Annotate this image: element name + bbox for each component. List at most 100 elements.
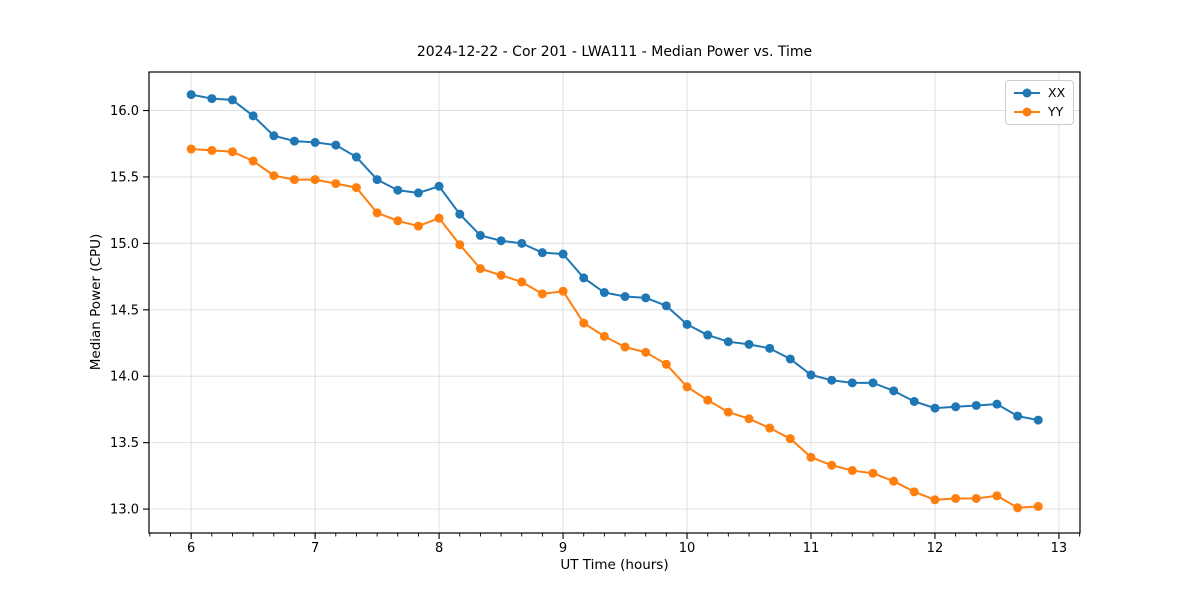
y-tick-label: 14.5: [110, 303, 139, 318]
data-point-yy: [641, 347, 651, 357]
data-point-yy: [971, 493, 981, 503]
y-tick-label: 13.5: [110, 436, 139, 451]
data-point-xx: [517, 238, 527, 248]
x-tick-label: 10: [679, 541, 696, 556]
data-point-xx: [785, 354, 795, 364]
data-point-yy: [496, 270, 506, 280]
data-point-xx: [475, 230, 485, 240]
data-point-xx: [372, 175, 382, 185]
x-tick-label: 9: [559, 541, 567, 556]
data-point-yy: [951, 493, 961, 503]
legend-label-yy: YY: [1048, 104, 1064, 119]
data-point-yy: [455, 240, 465, 250]
data-point-yy: [289, 175, 299, 185]
data-point-xx: [930, 403, 940, 413]
data-point-xx: [951, 402, 961, 412]
data-point-xx: [744, 339, 754, 349]
legend-item-xx: XX: [1013, 85, 1067, 101]
x-tick-label: 12: [927, 541, 944, 556]
legend-item-yy: YY: [1013, 104, 1067, 120]
data-point-xx: [889, 386, 899, 396]
data-point-xx: [827, 375, 837, 385]
data-point-xx: [723, 337, 733, 347]
data-point-yy: [1013, 503, 1023, 513]
data-point-xx: [599, 288, 609, 298]
data-point-yy: [475, 264, 485, 274]
data-point-xx: [682, 319, 692, 329]
data-point-xx: [806, 370, 816, 380]
x-tick-label: 11: [803, 541, 820, 556]
data-point-xx: [703, 330, 713, 340]
y-axis-label: Median Power (CPU): [88, 233, 104, 371]
y-tick-label: 13.0: [110, 503, 139, 518]
data-point-yy: [351, 183, 361, 193]
data-point-xx: [269, 131, 279, 141]
data-point-yy: [558, 286, 568, 296]
legend-line-marker-icon: [1014, 107, 1040, 117]
data-point-yy: [889, 476, 899, 486]
data-point-yy: [827, 460, 837, 470]
data-point-xx: [765, 343, 775, 353]
data-point-xx: [661, 301, 671, 311]
data-point-yy: [393, 216, 403, 226]
data-point-xx: [868, 378, 878, 388]
data-point-xx: [620, 292, 630, 302]
data-point-yy: [269, 171, 279, 181]
data-point-xx: [289, 136, 299, 146]
data-point-xx: [186, 90, 196, 100]
data-point-xx: [207, 94, 217, 104]
legend-box: XX YY: [1005, 80, 1074, 125]
data-point-xx: [992, 399, 1002, 409]
data-point-xx: [351, 152, 361, 162]
data-point-xx: [227, 95, 237, 105]
data-point-xx: [455, 209, 465, 219]
data-point-yy: [868, 468, 878, 478]
chart-title: 2024-12-22 - Cor 201 - LWA111 - Median P…: [416, 44, 813, 60]
data-point-yy: [207, 145, 217, 155]
data-point-xx: [496, 236, 506, 246]
data-point-yy: [847, 466, 857, 476]
data-point-yy: [682, 382, 692, 392]
data-point-xx: [393, 185, 403, 195]
data-point-xx: [971, 400, 981, 410]
axes-box: [148, 71, 1081, 534]
data-point-xx: [558, 249, 568, 259]
data-point-yy: [909, 487, 919, 497]
data-point-yy: [227, 147, 237, 157]
data-point-yy: [434, 213, 444, 223]
data-point-yy: [579, 318, 589, 328]
data-point-xx: [909, 396, 919, 406]
data-point-xx: [310, 137, 320, 147]
data-point-yy: [661, 359, 671, 369]
data-point-yy: [703, 395, 713, 405]
data-point-yy: [723, 407, 733, 417]
data-point-yy: [785, 434, 795, 444]
data-point-xx: [413, 188, 423, 198]
data-point-yy: [372, 208, 382, 218]
data-point-yy: [930, 495, 940, 505]
y-tick-label: 15.0: [110, 237, 139, 252]
data-point-yy: [1033, 501, 1043, 511]
data-point-yy: [186, 144, 196, 154]
data-point-xx: [579, 273, 589, 283]
data-point-yy: [517, 277, 527, 287]
data-point-xx: [847, 378, 857, 388]
data-point-xx: [1033, 415, 1043, 425]
data-point-yy: [599, 331, 609, 341]
data-point-yy: [806, 452, 816, 462]
data-point-xx: [1013, 411, 1023, 421]
data-point-xx: [537, 248, 547, 258]
data-point-xx: [641, 293, 651, 303]
y-tick-label: 14.0: [110, 370, 139, 385]
data-point-yy: [413, 221, 423, 231]
x-tick-label: 6: [187, 541, 195, 556]
data-point-yy: [765, 423, 775, 433]
legend-line-marker-icon: [1014, 88, 1040, 98]
x-tick-label: 8: [435, 541, 443, 556]
data-point-yy: [310, 175, 320, 185]
data-point-yy: [620, 342, 630, 352]
data-point-yy: [331, 179, 341, 189]
data-point-xx: [248, 111, 258, 121]
